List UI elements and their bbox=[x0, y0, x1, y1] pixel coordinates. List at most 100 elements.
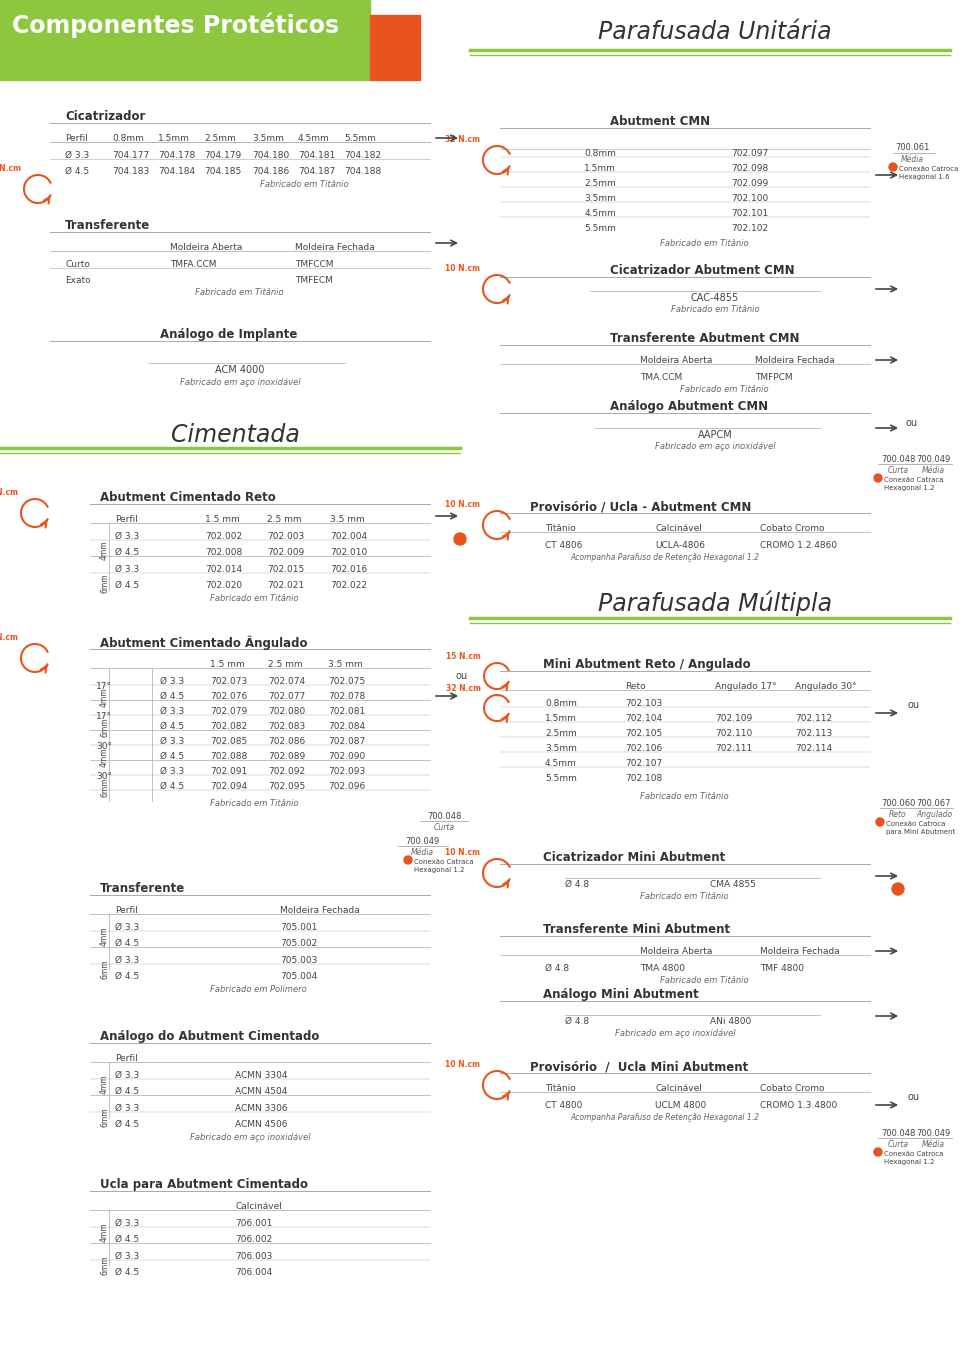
Text: 702.075: 702.075 bbox=[328, 676, 365, 686]
Text: 702.096: 702.096 bbox=[328, 782, 365, 792]
Text: TMA 4800: TMA 4800 bbox=[640, 963, 685, 973]
Text: 702.095: 702.095 bbox=[268, 782, 305, 792]
Text: Hexagonal 1.2: Hexagonal 1.2 bbox=[884, 484, 934, 491]
Text: Ø 4.5: Ø 4.5 bbox=[65, 166, 89, 176]
Text: 702.108: 702.108 bbox=[625, 774, 662, 783]
Text: Ø 3.3: Ø 3.3 bbox=[115, 1072, 139, 1080]
Text: 702.104: 702.104 bbox=[625, 714, 662, 723]
Text: Calcinável: Calcinável bbox=[655, 524, 702, 533]
Text: Conexão Catroca: Conexão Catroca bbox=[884, 1151, 944, 1157]
Text: 702.102: 702.102 bbox=[732, 225, 769, 233]
Text: 702.088: 702.088 bbox=[210, 752, 248, 760]
Text: ACMN 4504: ACMN 4504 bbox=[235, 1086, 287, 1096]
Text: CAC-4855: CAC-4855 bbox=[691, 294, 739, 303]
Text: 2.5 mm: 2.5 mm bbox=[268, 660, 302, 668]
Text: 704.185: 704.185 bbox=[204, 166, 241, 176]
Text: Angulado: Angulado bbox=[916, 810, 952, 819]
Text: 4mm: 4mm bbox=[100, 925, 109, 946]
Text: 4.5mm: 4.5mm bbox=[584, 208, 616, 218]
Text: 702.091: 702.091 bbox=[210, 767, 248, 777]
Text: 702.110: 702.110 bbox=[715, 729, 753, 737]
Text: Fabricado em Titânio: Fabricado em Titânio bbox=[680, 386, 769, 394]
Text: 702.016: 702.016 bbox=[330, 566, 368, 574]
Text: 702.112: 702.112 bbox=[795, 714, 832, 723]
Circle shape bbox=[454, 533, 466, 545]
Text: 702.101: 702.101 bbox=[732, 208, 769, 218]
Text: Ø 4.5: Ø 4.5 bbox=[160, 691, 184, 701]
Text: Angulado 30°: Angulado 30° bbox=[795, 682, 856, 691]
Text: 1.5mm: 1.5mm bbox=[158, 134, 190, 143]
Text: Titânio: Titânio bbox=[545, 1084, 576, 1093]
Text: 702.076: 702.076 bbox=[210, 691, 248, 701]
Text: Ø 3.3: Ø 3.3 bbox=[115, 1252, 139, 1261]
Text: 10 N.cm: 10 N.cm bbox=[0, 164, 21, 173]
Bar bbox=[0, 0, 370, 80]
Text: 700.048: 700.048 bbox=[881, 455, 915, 464]
Text: Média: Média bbox=[900, 156, 924, 164]
Text: ou: ou bbox=[907, 1092, 919, 1101]
Text: Provisório  /  Ucla Mini Abutment: Provisório / Ucla Mini Abutment bbox=[530, 1059, 748, 1073]
Text: 704.177: 704.177 bbox=[112, 152, 149, 160]
Text: Moldeira Aberta: Moldeira Aberta bbox=[170, 244, 242, 252]
Text: Fabricado em Titânio: Fabricado em Titânio bbox=[660, 239, 749, 248]
Text: 702.109: 702.109 bbox=[715, 714, 753, 723]
Text: Análogo do Abutment Cimentado: Análogo do Abutment Cimentado bbox=[100, 1030, 320, 1043]
Text: Média: Média bbox=[922, 465, 945, 475]
Text: Titânio: Titânio bbox=[545, 524, 576, 533]
Text: 702.111: 702.111 bbox=[715, 744, 753, 754]
Text: Curta: Curta bbox=[887, 1141, 908, 1149]
Text: 10 N.cm: 10 N.cm bbox=[445, 264, 480, 273]
Text: 4mm: 4mm bbox=[100, 1074, 109, 1093]
Text: CT 4800: CT 4800 bbox=[545, 1101, 583, 1109]
Text: 702.092: 702.092 bbox=[268, 767, 305, 777]
Text: CMA 4855: CMA 4855 bbox=[710, 879, 756, 889]
Text: 1.5 mm: 1.5 mm bbox=[210, 660, 245, 668]
Text: 32 N.cm: 32 N.cm bbox=[446, 685, 481, 693]
Text: UCLM 4800: UCLM 4800 bbox=[655, 1101, 707, 1109]
Text: ACMN 4506: ACMN 4506 bbox=[235, 1120, 287, 1128]
Text: 5.5mm: 5.5mm bbox=[584, 225, 616, 233]
Text: 702.014: 702.014 bbox=[205, 566, 242, 574]
Text: Ø 3.3: Ø 3.3 bbox=[115, 1104, 139, 1114]
Text: Reto: Reto bbox=[889, 810, 907, 819]
Text: 702.090: 702.090 bbox=[328, 752, 365, 760]
Text: Ø 3.3: Ø 3.3 bbox=[160, 676, 184, 686]
Text: Ø 3.3: Ø 3.3 bbox=[115, 1219, 139, 1229]
Text: Parafusada Múltipla: Parafusada Múltipla bbox=[598, 590, 832, 616]
Text: Análogo Abutment CMN: Análogo Abutment CMN bbox=[610, 400, 768, 413]
Text: Análogo de Implante: Análogo de Implante bbox=[160, 327, 298, 341]
Text: 702.106: 702.106 bbox=[625, 744, 662, 754]
Text: 705.002: 705.002 bbox=[280, 939, 317, 948]
Text: 700.067: 700.067 bbox=[917, 800, 951, 808]
Text: Transferente Abutment CMN: Transferente Abutment CMN bbox=[610, 331, 800, 345]
Text: Ø 3.3: Ø 3.3 bbox=[115, 957, 139, 965]
Text: 700.061: 700.061 bbox=[895, 143, 929, 152]
Text: 15 N.cm: 15 N.cm bbox=[0, 633, 18, 643]
Text: 702.009: 702.009 bbox=[267, 548, 304, 557]
Text: Ø 4.5: Ø 4.5 bbox=[160, 782, 184, 792]
Text: 0.8mm: 0.8mm bbox=[112, 134, 144, 143]
Text: Fabricado em aço inoxidável: Fabricado em aço inoxidável bbox=[655, 442, 776, 451]
Text: para Mini Abutment: para Mini Abutment bbox=[886, 829, 955, 835]
Text: TMF 4800: TMF 4800 bbox=[760, 963, 804, 973]
Text: Fabricado em Titânio: Fabricado em Titânio bbox=[640, 792, 729, 801]
Text: 702.113: 702.113 bbox=[795, 729, 832, 737]
Circle shape bbox=[889, 162, 897, 170]
Text: 2.5mm: 2.5mm bbox=[545, 729, 577, 737]
Text: 6mm: 6mm bbox=[100, 777, 109, 797]
Text: 702.107: 702.107 bbox=[625, 759, 662, 769]
Text: 3.5 mm: 3.5 mm bbox=[330, 515, 365, 524]
Text: 4.5mm: 4.5mm bbox=[545, 759, 577, 769]
Text: 702.022: 702.022 bbox=[330, 580, 367, 590]
Text: 706.003: 706.003 bbox=[235, 1252, 273, 1261]
Text: CT 4806: CT 4806 bbox=[545, 541, 583, 551]
Text: 702.097: 702.097 bbox=[732, 149, 769, 158]
Text: Fabricado em aço inoxidável: Fabricado em aço inoxidável bbox=[190, 1132, 311, 1142]
Text: Exato: Exato bbox=[65, 276, 90, 285]
Text: Ø 4.5: Ø 4.5 bbox=[115, 1086, 139, 1096]
Text: 702.093: 702.093 bbox=[328, 767, 365, 777]
Text: 706.004: 706.004 bbox=[235, 1268, 273, 1277]
Text: Cobato Cromo: Cobato Cromo bbox=[760, 1084, 825, 1093]
Text: Conexão Catraca: Conexão Catraca bbox=[414, 859, 473, 865]
Text: 32 N.cm: 32 N.cm bbox=[445, 135, 480, 143]
